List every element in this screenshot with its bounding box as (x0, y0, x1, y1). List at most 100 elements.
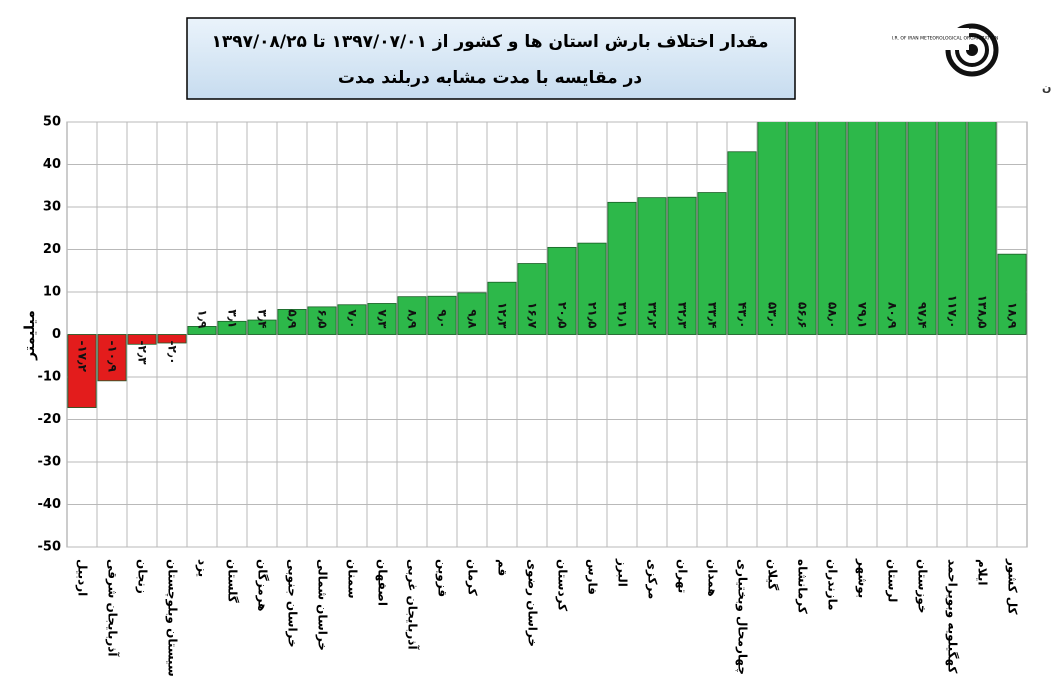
bar (247, 319, 277, 335)
bar (667, 196, 697, 335)
y-tick-label: -40 (38, 497, 62, 512)
x-tick-label: چهارمحال وبختیاری (735, 559, 750, 675)
bar (337, 304, 367, 335)
x-tick-label: یزد (196, 559, 210, 577)
x-tick-label: خراسان جنوبی (285, 559, 300, 648)
x-tick-label: فارس (586, 559, 600, 595)
x-tick-label: کردستان (556, 559, 570, 611)
x-tick-label: لرستان (886, 559, 900, 602)
x-tick-label: هرمزگان (256, 559, 270, 611)
data-label: ۱۸٫۹ (1006, 302, 1020, 329)
data-label: ۹٫۸ (466, 309, 480, 329)
data-label: -۱۷٫۲ (76, 341, 90, 373)
x-tick-label: البرز (616, 558, 630, 587)
data-label: ۲۰٫۵ (556, 302, 570, 328)
x-tick-label: کرمانشاه (796, 559, 810, 614)
data-label: ۵٫۹ (286, 309, 300, 329)
y-tick-label: 0 (52, 327, 61, 342)
x-tick-label: بوشهر (855, 558, 870, 598)
bar (157, 334, 187, 344)
bar (757, 122, 787, 335)
logo-text: I.R. OF IRAN METEOROLOGICAL ORGANIZATION (892, 36, 998, 42)
x-tick-label: کرمان (466, 559, 480, 596)
x-tick-label: آذربایجان غربی (406, 559, 421, 650)
data-label: ۱۱۷٫۰ (946, 295, 960, 329)
y-axis-label: میلیمتر (22, 310, 38, 361)
data-label: ۵۸٫۰ (826, 302, 840, 328)
chart-title: مقدار اختلاف بارش استان ها و کشور از ۱۳۹… (211, 32, 768, 52)
bar (457, 292, 487, 335)
data-label: ۷٫۰ (346, 309, 360, 328)
bar (997, 253, 1027, 335)
x-tick-label: گلستان (226, 559, 240, 603)
x-tick-label: مرکزی (646, 559, 660, 599)
y-tick-label: 20 (43, 242, 61, 257)
bar (427, 295, 457, 335)
bar (217, 320, 247, 335)
bar (397, 296, 427, 335)
y-tick-label: -30 (38, 455, 62, 470)
data-label: ۳٫۴ (256, 309, 270, 328)
data-label: ۹۷٫۴ (916, 302, 930, 328)
y-tick-label: -20 (38, 412, 62, 427)
x-tick-label: کهگیلویه وبویراحمد (945, 559, 960, 673)
bar (277, 309, 307, 335)
x-tick-label: زنجان (136, 559, 150, 594)
data-label: ۷٫۳ (376, 309, 390, 329)
data-label: ۳۲٫۳ (676, 302, 690, 329)
y-tick-label: 50 (43, 115, 61, 130)
data-label: ۳۲٫۲ (646, 302, 660, 329)
bar (547, 246, 577, 335)
data-label: ۳٫۱ (226, 309, 240, 328)
bars (67, 122, 1027, 408)
bar (787, 122, 817, 335)
bar (97, 334, 127, 382)
x-tick-label: تهران (676, 559, 690, 593)
bar (727, 151, 757, 335)
x-tick-label: مازندران (826, 559, 840, 611)
bar (577, 242, 607, 335)
x-tick-label: اردبیل (76, 559, 90, 596)
bar (637, 197, 667, 335)
data-label: ۷۹٫۱ (856, 302, 870, 328)
bar (847, 122, 877, 335)
bar (817, 122, 847, 335)
data-label: ۸٫۹ (406, 309, 420, 329)
x-tick-label: خوزستان (915, 559, 930, 614)
bar (67, 334, 97, 408)
y-tick-label: 30 (43, 200, 61, 215)
x-tick-label: ایلام (975, 559, 990, 586)
data-label: ۱۳۸٫۵ (976, 295, 990, 329)
bar (967, 122, 997, 335)
y-tick-label: 40 (43, 157, 61, 172)
x-tick-label: آذربایجان شرقی (106, 559, 121, 657)
x-tick-label: سیستان وبلوچستان (165, 559, 180, 677)
data-label: ۹٫۰ (436, 309, 450, 328)
bar (877, 122, 907, 335)
x-tick-label: خراسان شمالی (316, 559, 330, 651)
bar (307, 306, 337, 335)
data-label: ۸۰٫۹ (886, 302, 900, 329)
x-tick-label: همدان (706, 559, 720, 597)
y-tick-label: -10 (38, 370, 62, 385)
data-label: ۵۳٫۰ (766, 302, 780, 328)
x-tick-label: اصفهان (376, 559, 390, 606)
bar (367, 303, 397, 335)
y-tick-label: 10 (43, 285, 61, 300)
x-tick-label: قم (496, 559, 510, 576)
bar (697, 192, 727, 335)
title-box (186, 17, 796, 100)
data-label: ۳۳٫۴ (706, 302, 720, 328)
bar (487, 281, 517, 335)
bar (187, 326, 217, 335)
x-tick-label: خراسان رضوی (525, 559, 540, 647)
x-tick-label: کل کشور (1005, 558, 1020, 615)
data-label: ۳۱٫۱ (616, 302, 630, 328)
logo: I.R. OF IRAN METEOROLOGICAL ORGANIZATION (892, 23, 999, 77)
data-label: ۴۳٫۰ (736, 302, 750, 328)
data-label: ۱۲٫۳ (496, 302, 510, 329)
chart-subtitle: در مقایسه با مدت مشابه دربلند مدت (338, 68, 643, 88)
data-label: -۲٫۰ (166, 341, 180, 365)
data-label: ۶٫۵ (316, 309, 330, 328)
